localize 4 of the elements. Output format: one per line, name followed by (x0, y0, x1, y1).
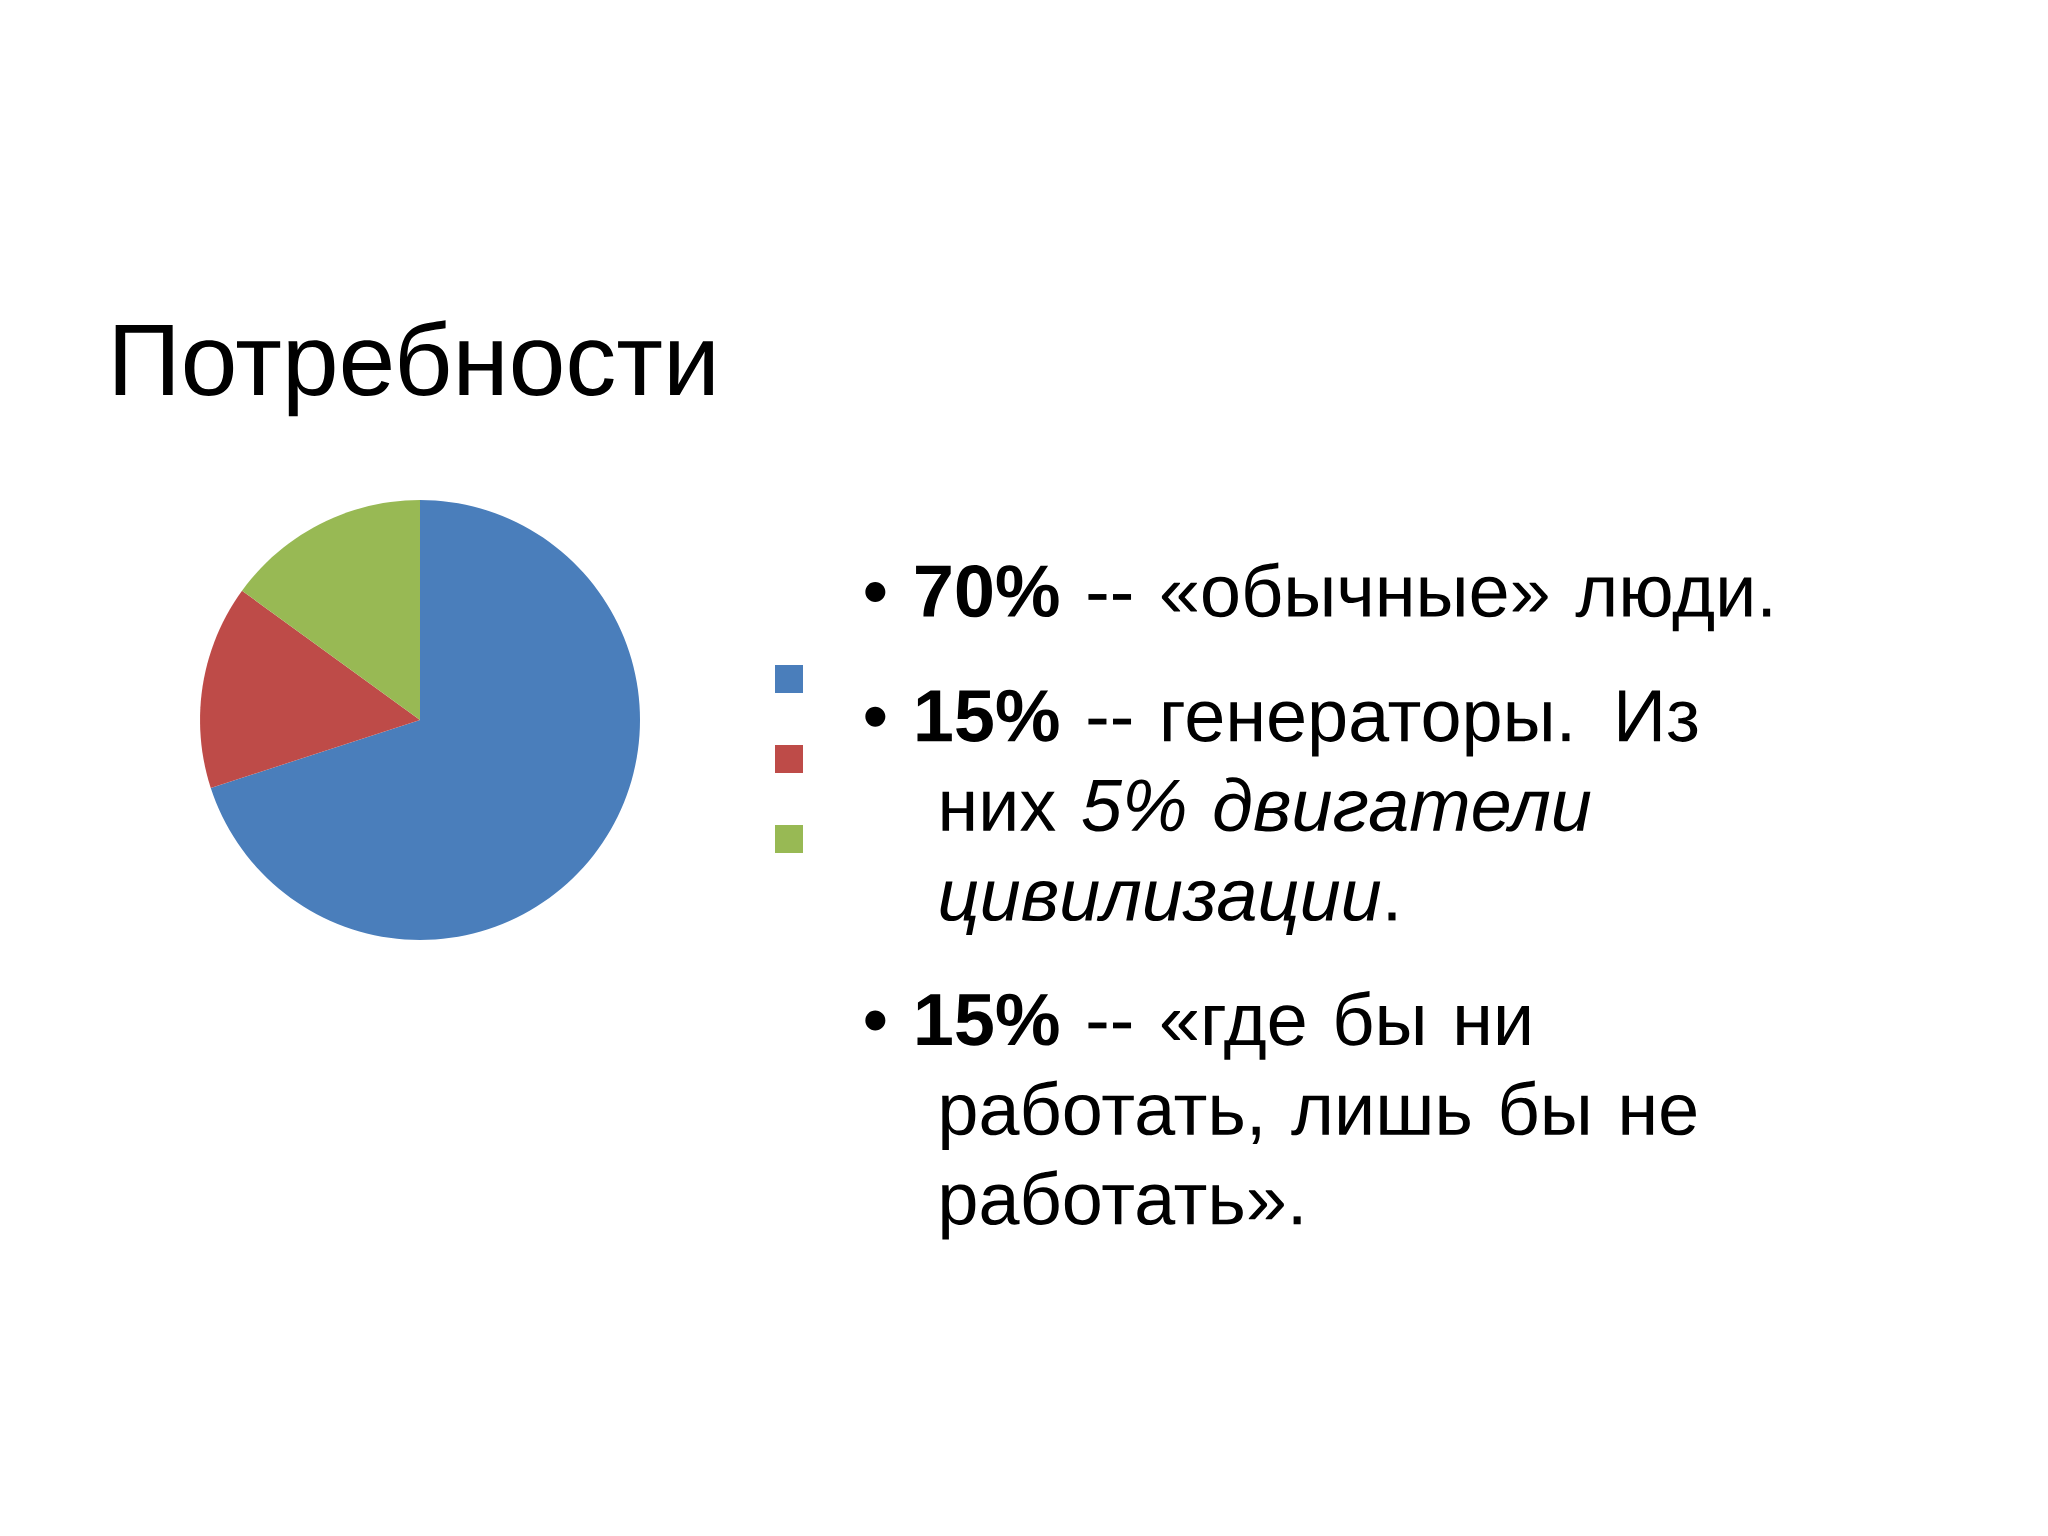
chart-title: Потребности (115, 320, 713, 417)
text: • 70% -- «обычные» люди. (865, 562, 1771, 632)
text: • 15% -- «где бы ни работать, лишь бы не работать». (865, 990, 1696, 1240)
text: • 15% -- генераторы. Из них 5% двигатели цивилизации. (865, 689, 1698, 936)
